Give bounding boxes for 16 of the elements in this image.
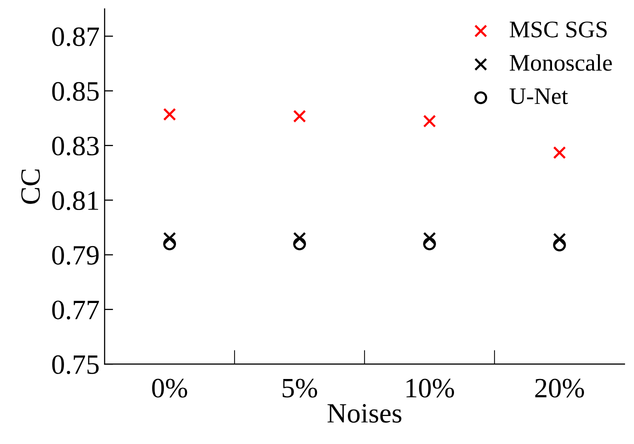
x-tick-label: 5% <box>282 378 318 398</box>
x-axis-title: Noises <box>328 404 402 423</box>
x-tick-label: 20% <box>535 378 584 398</box>
y-tick-label: 0.83 <box>52 136 99 156</box>
legend-label: Monoscale <box>510 54 612 71</box>
y-tick-label: 0.77 <box>52 300 99 320</box>
legend-label: U-Net <box>510 88 568 104</box>
y-axis-title: CC <box>21 169 40 204</box>
y-tick-label: 0.81 <box>52 191 98 210</box>
y-tick-label: 0.75 <box>52 355 99 374</box>
y-tick-label: 0.87 <box>52 27 99 46</box>
y-tick-label: 0.85 <box>52 82 99 101</box>
legend-label: MSC SGS <box>510 22 607 38</box>
x-tick-label: 0% <box>152 378 188 398</box>
y-tick-label: 0.79 <box>52 246 99 265</box>
x-tick-label: 10% <box>406 378 454 398</box>
